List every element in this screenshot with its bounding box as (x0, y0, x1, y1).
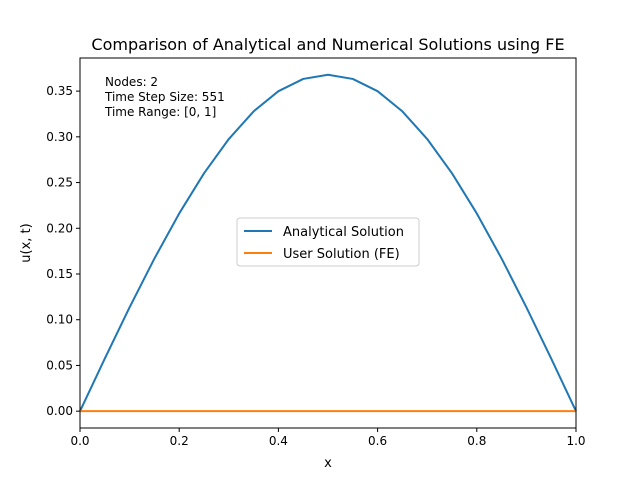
plot-area: 0.0 0.2 0.4 0.6 0.8 1.0 0.000.050.100.150.200… (46, 57, 586, 448)
series-layer (79, 73, 577, 413)
y-tick-label: 0.15 (46, 267, 73, 281)
series-line-analytical (79, 73, 577, 412)
legend-frame (236, 217, 420, 267)
x-tick-label: 0.0 (70, 434, 89, 448)
legend: Analytical Solution User Solution (FE) (236, 217, 420, 267)
y-tick-label: 0.30 (46, 130, 73, 144)
legend-label-fe: User Solution (FE) (283, 247, 400, 262)
annotation-box: Nodes: 2 Time Step Size: 551 Time Range:… (104, 75, 225, 119)
chart-title: Comparison of Analytical and Numerical S… (91, 35, 564, 54)
x-axis-ticks: 0.0 0.2 0.4 0.6 0.8 1.0 (70, 428, 586, 448)
x-tick-label: 0.2 (170, 434, 189, 448)
x-axis-label: x (324, 456, 332, 471)
x-tick-label: 0.8 (467, 434, 486, 448)
annotation-nodes: Nodes: 2 (105, 75, 158, 89)
annotation-time-range: Time Range: [0, 1] (104, 105, 216, 119)
legend-label-analytical: Analytical Solution (283, 225, 404, 240)
y-tick-label: 0.00 (46, 404, 73, 418)
x-tick-label: 0.6 (368, 434, 387, 448)
x-tick-label: 1.0 (566, 434, 585, 448)
axes-frame (79, 57, 577, 429)
y-tick-label: 0.05 (46, 358, 73, 372)
y-tick-label: 0.20 (46, 221, 73, 235)
x-tick-label: 0.4 (269, 434, 288, 448)
y-tick-label: 0.35 (46, 84, 73, 98)
y-tick-label: 0.25 (46, 176, 73, 190)
y-tick-label: 0.10 (46, 313, 73, 327)
annotation-time-step: Time Step Size: 551 (104, 90, 225, 104)
y-axis-ticks: 0.00 0.05 0.10 0.15 0.20 0.25 0.30 0.35 (46, 84, 80, 418)
y-axis-label: u(x, t) (19, 223, 34, 262)
